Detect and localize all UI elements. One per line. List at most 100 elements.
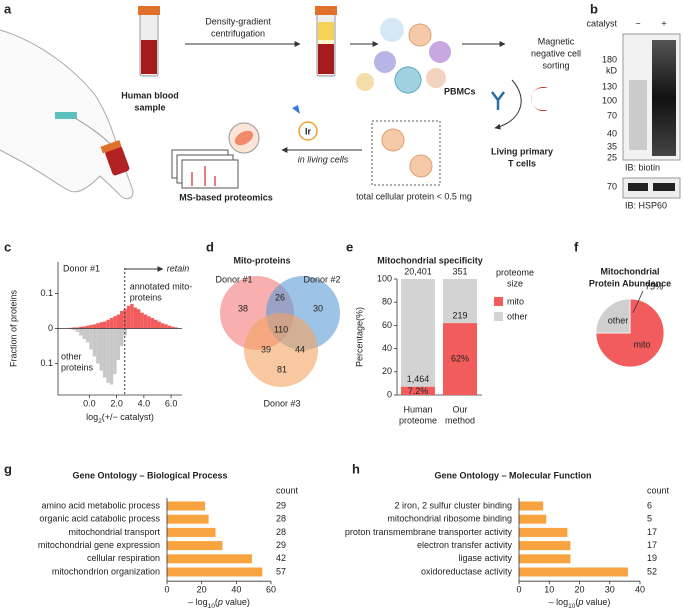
category-label: mitochondrial ribosome binding	[387, 514, 512, 524]
catalyst-icon	[298, 121, 318, 141]
category-label: oxidoreductase activity	[421, 566, 513, 576]
histogram-bar	[126, 305, 131, 329]
magnet	[531, 87, 548, 111]
count-label: 219	[452, 310, 467, 320]
category-label: electron transfer activity	[417, 540, 513, 550]
bar	[519, 541, 571, 551]
x-tick-label: method	[445, 415, 475, 425]
tube-cap	[138, 6, 160, 15]
y-tick-label: 0	[48, 323, 53, 333]
category-label: proton transmembrane transporter activit…	[345, 527, 513, 537]
buffy-coat	[318, 40, 334, 44]
legend-label: mito	[507, 296, 524, 306]
tourniquet	[55, 112, 77, 119]
histogram-bar	[174, 327, 178, 329]
cell	[408, 23, 432, 47]
histogram-bar	[102, 328, 107, 378]
x-tick-label: 4.0	[138, 398, 151, 408]
histogram-bar	[82, 328, 86, 339]
count-label: 29	[276, 540, 286, 550]
marker-label: kD	[606, 65, 618, 75]
panel-letter: a	[4, 1, 12, 16]
x-tick-label: 60	[266, 585, 276, 595]
annotation: Donor #1	[63, 263, 100, 273]
label-part: (	[215, 598, 218, 608]
count-label: 28	[276, 527, 286, 537]
plasma	[318, 22, 334, 40]
chart-title: Gene Ontology – Molecular Function	[434, 470, 591, 480]
catalyst-label: Ir	[305, 126, 312, 136]
y-tick-label: 20	[382, 366, 392, 376]
region-count: 81	[277, 364, 287, 374]
bar	[519, 501, 544, 511]
spectrum	[181, 159, 239, 189]
category-label: mitochondrial gene expression	[38, 540, 160, 550]
x-tick-label: 0	[516, 585, 521, 595]
histogram-bar	[137, 309, 141, 329]
label-part: (+/− catalyst)	[102, 412, 154, 422]
histogram-bar	[113, 316, 117, 329]
lane-label: +	[661, 18, 666, 28]
chart-title: Protein Abundance	[589, 278, 671, 288]
cell	[426, 68, 446, 88]
step-label: negative cell	[531, 48, 581, 58]
category-label: 2 iron, 2 sulfur cluster binding	[394, 500, 512, 510]
marker-label: 40	[607, 128, 617, 138]
t-cell	[409, 154, 433, 178]
histogram-bar	[143, 314, 148, 329]
step-label: Magnetic	[538, 36, 575, 46]
marker-label: 35	[607, 141, 617, 151]
bar	[167, 527, 216, 537]
count-label: 6	[647, 500, 652, 510]
tube-cap	[315, 6, 337, 15]
step-label: sorting	[542, 60, 569, 70]
marker-label: 70	[607, 110, 617, 120]
step-label: Density-gradient	[205, 16, 271, 26]
histogram-bar	[96, 328, 100, 364]
count-label: 57	[276, 566, 286, 576]
region-count: 44	[295, 344, 305, 354]
region-count: 110	[274, 324, 288, 334]
panel-letter: g	[4, 461, 12, 476]
band	[653, 183, 675, 191]
step-label: sample	[134, 102, 165, 112]
antibody	[491, 91, 505, 110]
slice-label: other	[608, 315, 629, 325]
y-axis-label: Fraction of proteins	[8, 289, 18, 367]
histogram-bar	[85, 325, 90, 329]
count-label: 42	[276, 553, 286, 563]
bar	[519, 514, 547, 524]
bar	[167, 514, 209, 524]
x-tick-label: 2.0	[110, 398, 123, 408]
region-count: 26	[275, 292, 285, 302]
histogram-bar	[167, 325, 172, 329]
histogram-bar	[99, 322, 103, 329]
label-part: p	[217, 598, 223, 608]
histogram-bar	[123, 309, 127, 329]
y-tick-label: 100	[377, 273, 392, 283]
probe-label: IB: biotin	[625, 162, 660, 172]
axis-label: – log10(p value)	[188, 598, 250, 611]
set-label: Donor #1	[215, 274, 252, 284]
blot-art	[622, 33, 681, 199]
histogram-bar	[92, 324, 97, 329]
count-label: 29	[276, 500, 286, 510]
x-tick-label: 6.0	[165, 398, 178, 408]
histogram-bar	[140, 312, 144, 329]
lane-header: catalyst	[586, 18, 617, 28]
count-header: count	[647, 485, 670, 495]
y-tick-label: 0.1	[40, 288, 53, 298]
value-label: 7.2%	[408, 386, 429, 396]
bar	[519, 567, 628, 577]
bar-segment	[443, 323, 477, 395]
histogram-bar	[164, 324, 168, 329]
histogram-bar	[113, 328, 117, 374]
workflow-art	[0, 6, 548, 200]
venn-set	[244, 313, 318, 387]
marker-label: 130	[602, 81, 617, 91]
slice-label: mito	[634, 339, 651, 349]
label-part: 10	[208, 603, 216, 610]
step-label: Living primary	[491, 146, 553, 156]
marker-label: 70	[607, 181, 617, 191]
histogram-bar	[89, 328, 93, 350]
